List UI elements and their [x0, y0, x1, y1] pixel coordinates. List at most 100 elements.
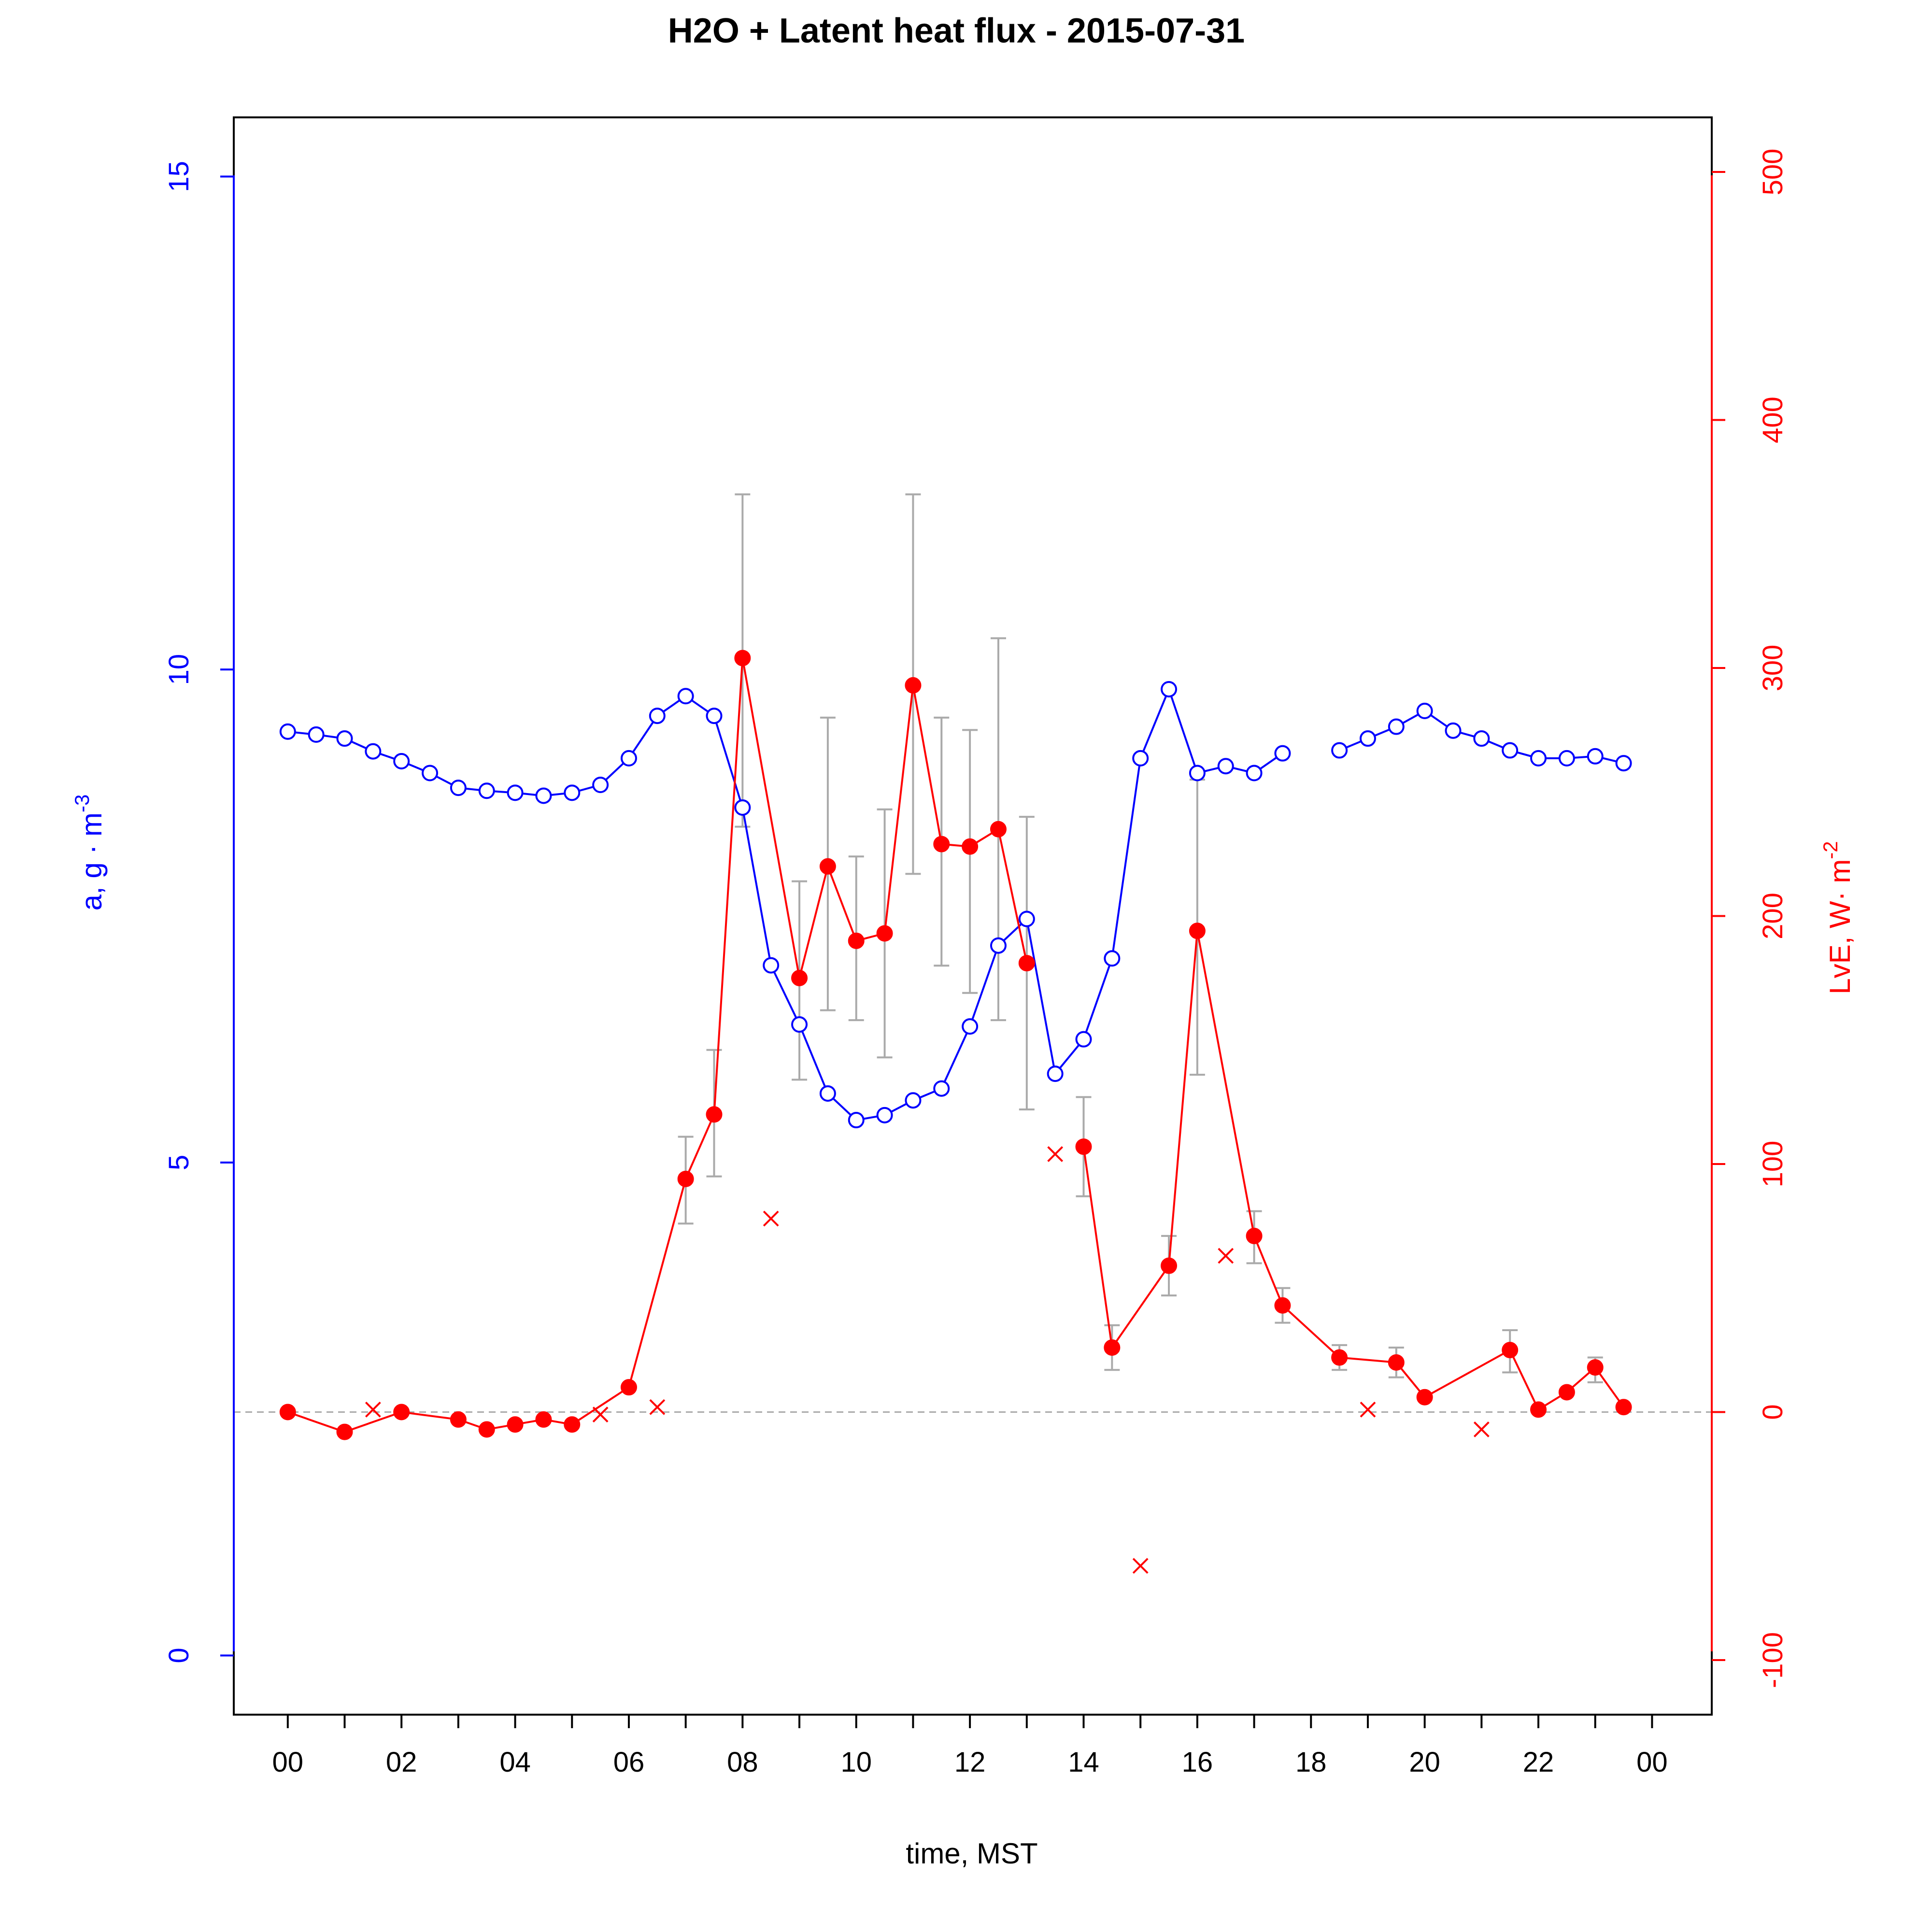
data-point [1331, 1349, 1348, 1366]
left-tick-label: 10 [163, 654, 195, 685]
x-tick-label: 02 [386, 1747, 417, 1778]
chart-title: H2O + Latent heat flux - 2015-07-31 [668, 12, 1245, 50]
left-tick-label: 5 [163, 1155, 195, 1170]
data-point [1217, 758, 1234, 775]
x-axis-title: time, MST [906, 1837, 1037, 1870]
data-point [1359, 730, 1376, 747]
data-point [336, 730, 353, 747]
left-axis-title-superscript: -3 [71, 795, 93, 812]
data-point [1047, 1065, 1064, 1082]
data-point [1530, 750, 1547, 767]
data-point [962, 838, 979, 855]
data-point [1246, 765, 1263, 781]
data-point [1473, 730, 1490, 747]
data-point [677, 688, 694, 705]
data-point [1587, 748, 1604, 765]
data-point [422, 765, 439, 781]
right-tick-label: 300 [1757, 645, 1789, 692]
series-2 [365, 1146, 1490, 1574]
data-point [393, 753, 410, 770]
data-point [1416, 702, 1433, 719]
series-layer [279, 650, 1632, 1574]
data-point [620, 1379, 637, 1396]
series-0 [279, 681, 1632, 1129]
data-point-cross [763, 1210, 779, 1227]
x-tick-label: 08 [727, 1747, 758, 1778]
cross-stroke [1047, 1146, 1064, 1162]
data-point [933, 1080, 950, 1097]
data-point [848, 932, 865, 949]
x-tick-label: 16 [1182, 1747, 1213, 1778]
cross-stroke [592, 1406, 609, 1423]
cross-stroke [1218, 1248, 1234, 1264]
data-point [734, 799, 751, 816]
x-tick-label: 18 [1295, 1747, 1327, 1778]
data-point [1502, 742, 1519, 759]
data-point [1189, 923, 1206, 939]
data-point-cross [1360, 1401, 1376, 1418]
data-point [1246, 1227, 1263, 1244]
data-point [393, 1404, 410, 1421]
data-point [1445, 722, 1462, 739]
right-tick-label: 500 [1757, 149, 1789, 196]
x-tick-label: 10 [840, 1747, 872, 1778]
data-point [564, 1416, 581, 1433]
right-tick-label: 100 [1757, 1141, 1789, 1188]
data-point [1615, 755, 1632, 772]
data-point [962, 1018, 979, 1035]
data-point [649, 708, 666, 724]
right-tick-label: 200 [1757, 893, 1789, 939]
data-point [819, 858, 836, 875]
right-tick-label: -100 [1757, 1632, 1789, 1688]
data-point [791, 1016, 808, 1033]
data-point [1331, 742, 1348, 759]
left-tick-label: 15 [163, 161, 195, 192]
data-point [1104, 950, 1121, 967]
left-y-axis: 0 5 10 15 [163, 161, 235, 1663]
right-tick-label: 400 [1757, 397, 1789, 443]
data-point [876, 925, 893, 942]
left-tick-label: 0 [163, 1648, 195, 1663]
data-point [1104, 1339, 1121, 1356]
right-axis-title: LvE, W· m-2 [1819, 841, 1856, 994]
x-tick-label: 12 [954, 1747, 986, 1778]
cross-stroke [763, 1210, 779, 1227]
data-point [478, 782, 495, 799]
x-tick-label: 00 [1636, 1747, 1668, 1778]
data-point [706, 708, 723, 724]
data-point [507, 784, 524, 801]
data-point [905, 677, 922, 694]
x-tick-label: 00 [272, 1747, 304, 1778]
right-axis-title-superscript: -2 [1819, 841, 1842, 859]
data-point [706, 1106, 723, 1123]
data-point [848, 1112, 865, 1129]
data-point [990, 821, 1007, 838]
cross-stroke [1473, 1421, 1490, 1437]
data-point [336, 1423, 353, 1440]
data-point [1388, 718, 1405, 735]
data-point [1502, 1342, 1519, 1359]
data-point [279, 1404, 296, 1421]
data-point [734, 650, 751, 667]
data-point [1274, 745, 1291, 762]
data-point [1018, 955, 1035, 972]
data-point [933, 836, 950, 852]
data-point [1558, 750, 1575, 767]
data-point [1018, 910, 1035, 927]
data-point-cross [649, 1399, 666, 1415]
cross-stroke [1360, 1401, 1376, 1418]
x-tick-label: 04 [499, 1747, 531, 1778]
data-point-cross [592, 1406, 609, 1423]
data-point [1132, 750, 1149, 767]
data-point [507, 1416, 524, 1433]
data-point [1161, 1257, 1178, 1274]
data-point [450, 780, 467, 796]
series-1 [279, 650, 1632, 1440]
x-tick-label: 20 [1409, 1747, 1440, 1778]
data-point [1075, 1031, 1092, 1048]
data-point [308, 726, 325, 743]
data-point [1189, 765, 1206, 781]
data-point [1530, 1401, 1547, 1418]
